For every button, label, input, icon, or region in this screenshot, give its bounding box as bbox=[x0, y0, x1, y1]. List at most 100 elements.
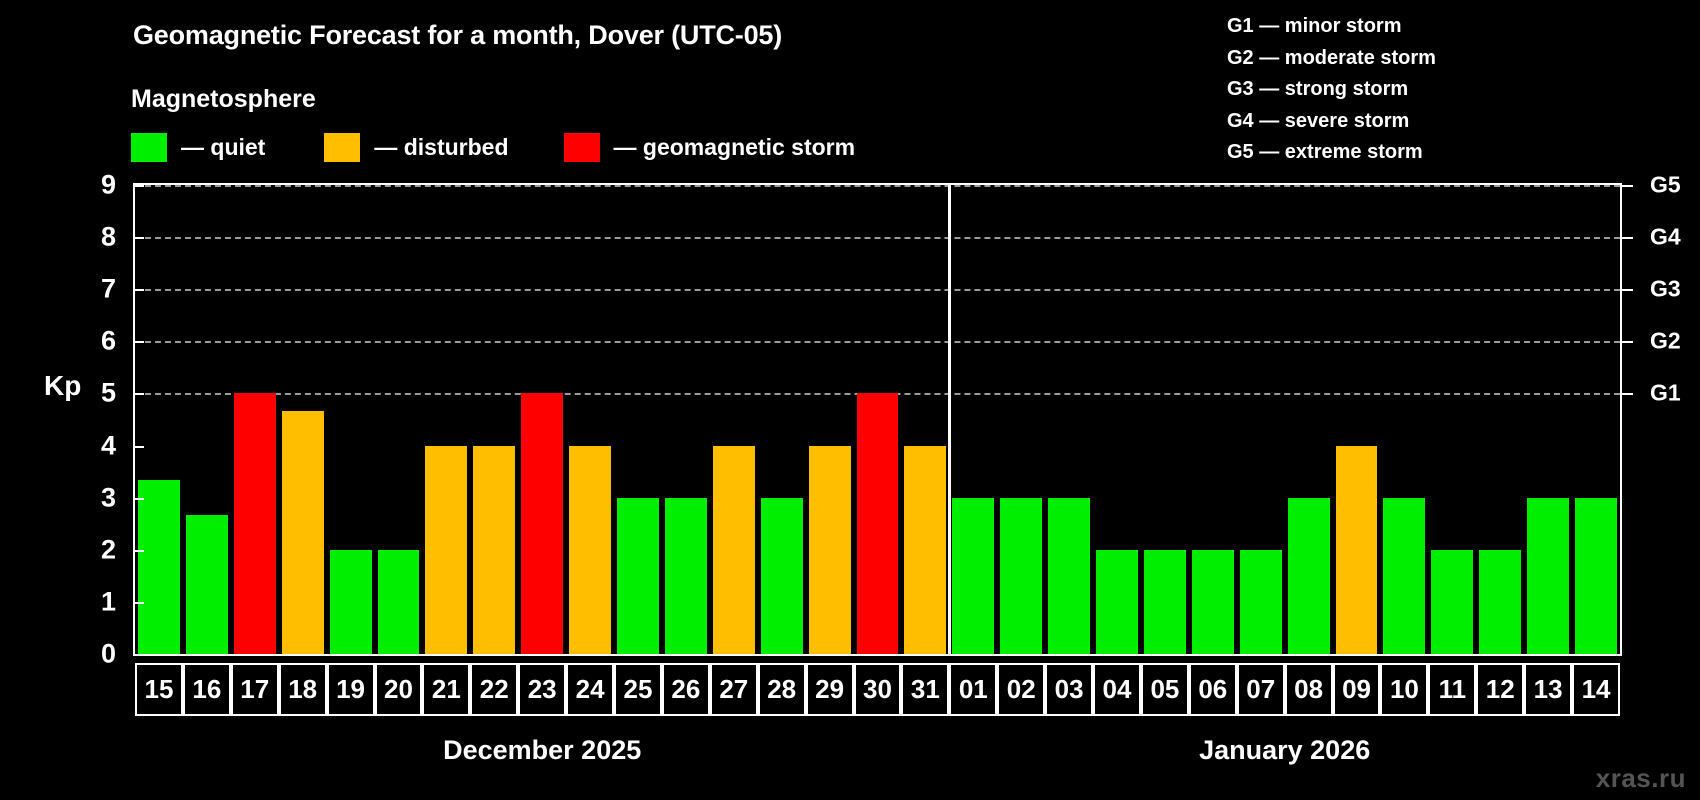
date-cell-22[interactable]: 22 bbox=[470, 663, 519, 716]
y-tick-label-8: 8 bbox=[100, 221, 116, 252]
date-cell-30[interactable]: 30 bbox=[853, 663, 902, 716]
bar-25 bbox=[617, 497, 659, 654]
bar-07 bbox=[1239, 549, 1282, 654]
y-tick-mark-2 bbox=[133, 549, 144, 552]
date-cell-10[interactable]: 10 bbox=[1380, 663, 1429, 716]
page-title: Geomagnetic Forecast for a month, Dover … bbox=[133, 20, 783, 50]
month-caption-1: December 2025 bbox=[443, 735, 642, 765]
red-swatch bbox=[563, 133, 600, 162]
date-cell-29[interactable]: 29 bbox=[805, 663, 854, 716]
y-tick-label-4: 4 bbox=[100, 430, 116, 461]
bar-01 bbox=[952, 497, 995, 654]
date-cell-21[interactable]: 21 bbox=[422, 663, 471, 716]
g-tick-label-G5: G5 bbox=[1650, 171, 1681, 198]
y-tick-mark-8 bbox=[133, 237, 144, 240]
gridline-kp-8 bbox=[135, 237, 1620, 240]
g-axis-tick-labels: G1 G2 G3 G4 G5 bbox=[1650, 173, 1700, 656]
bar-21 bbox=[425, 445, 468, 654]
y-tick-label-3: 3 bbox=[100, 482, 116, 513]
legend-label: — disturbed bbox=[374, 134, 509, 160]
legend-entry-quiet: — quiet bbox=[131, 133, 265, 162]
gridline-kp-7 bbox=[135, 289, 1620, 292]
g-tick-mark-G3 bbox=[1622, 289, 1633, 292]
bars-layer bbox=[135, 185, 1620, 654]
g-scale-line-3: G3 — strong storm bbox=[1227, 78, 1409, 100]
y-tick-label-2: 2 bbox=[100, 534, 116, 565]
bar-08 bbox=[1287, 497, 1330, 654]
date-cell-19[interactable]: 19 bbox=[326, 663, 375, 716]
date-cell-18[interactable]: 18 bbox=[278, 663, 327, 716]
date-cell-14[interactable]: 14 bbox=[1572, 663, 1620, 716]
y-tick-mark-5 bbox=[133, 393, 144, 396]
date-cell-04[interactable]: 04 bbox=[1093, 663, 1141, 716]
color-legend: — quiet — disturbed — geomagnetic storm bbox=[131, 133, 855, 162]
date-cell-07[interactable]: 07 bbox=[1236, 663, 1285, 716]
magnetosphere-label: Magnetosphere bbox=[131, 85, 316, 113]
bar-28 bbox=[760, 497, 803, 654]
gridline-kp-9 bbox=[135, 185, 1620, 187]
orange-swatch bbox=[324, 133, 361, 162]
date-cell-11[interactable]: 11 bbox=[1428, 663, 1477, 716]
y-tick-mark-9 bbox=[133, 185, 144, 187]
y-tick-mark-4 bbox=[133, 445, 144, 448]
bar-09 bbox=[1335, 445, 1378, 654]
date-cell-03[interactable]: 03 bbox=[1045, 663, 1094, 716]
gridline-kp-6 bbox=[135, 341, 1620, 344]
g-tick-mark-G1 bbox=[1622, 393, 1633, 396]
g-scale-legend: G1 — minor storm G2 — moderate storm G3 — … bbox=[1227, 11, 1436, 169]
date-cell-25[interactable]: 25 bbox=[614, 663, 662, 716]
bar-05 bbox=[1143, 549, 1186, 654]
bar-13 bbox=[1527, 497, 1570, 654]
bar-19 bbox=[329, 549, 372, 654]
g-tick-mark-G4 bbox=[1622, 237, 1633, 240]
date-cell-06[interactable]: 06 bbox=[1188, 663, 1237, 716]
date-cell-31[interactable]: 31 bbox=[901, 663, 950, 716]
date-cell-20[interactable]: 20 bbox=[374, 663, 423, 716]
month-divider bbox=[947, 185, 951, 654]
bar-18 bbox=[281, 410, 324, 654]
bar-30 bbox=[856, 393, 899, 654]
bar-17 bbox=[233, 393, 276, 654]
date-cell-23[interactable]: 23 bbox=[518, 663, 567, 716]
date-cell-08[interactable]: 08 bbox=[1284, 663, 1333, 716]
bar-23 bbox=[521, 393, 564, 654]
watermark: xras.ru bbox=[1595, 763, 1686, 793]
y-tick-label-7: 7 bbox=[100, 273, 116, 304]
y-axis-tick-labels: 0 1 2 3 4 5 6 7 8 9 bbox=[56, 171, 116, 667]
bar-31 bbox=[904, 445, 947, 654]
date-cell-02[interactable]: 02 bbox=[997, 663, 1046, 716]
g-scale-line-1: G1 — minor storm bbox=[1227, 15, 1402, 37]
y-tick-label-6: 6 bbox=[100, 325, 116, 356]
date-cell-24[interactable]: 24 bbox=[566, 663, 615, 716]
g-tick-label-G4: G4 bbox=[1650, 223, 1681, 250]
y-tick-mark-3 bbox=[133, 497, 144, 500]
date-cell-01[interactable]: 01 bbox=[949, 663, 998, 716]
date-cell-17[interactable]: 17 bbox=[230, 663, 279, 716]
bar-03 bbox=[1048, 497, 1091, 654]
y-tick-mark-6 bbox=[133, 341, 144, 344]
bar-20 bbox=[377, 549, 420, 654]
date-cell-05[interactable]: 05 bbox=[1140, 663, 1189, 716]
plot-area bbox=[133, 183, 1622, 656]
date-cell-12[interactable]: 12 bbox=[1476, 663, 1525, 716]
date-cell-28[interactable]: 28 bbox=[757, 663, 806, 716]
y-tick-label-9: 9 bbox=[100, 169, 116, 200]
date-cell-16[interactable]: 16 bbox=[182, 663, 231, 716]
date-axis: 15 16 17 18 19 20 21 22 23 24 25 26 27 28 29 30 31 01 02 03… bbox=[133, 663, 1622, 716]
y-tick-mark-1 bbox=[133, 601, 144, 604]
legend-entry-disturbed: — disturbed bbox=[324, 133, 509, 162]
bar-14 bbox=[1575, 497, 1617, 654]
green-swatch bbox=[131, 133, 167, 162]
bar-22 bbox=[473, 445, 516, 654]
date-cell-09[interactable]: 09 bbox=[1332, 663, 1381, 716]
date-cell-27[interactable]: 27 bbox=[709, 663, 758, 716]
legend-label: — quiet bbox=[181, 134, 266, 160]
date-cell-13[interactable]: 13 bbox=[1524, 663, 1573, 716]
g-scale-line-4: G4 — severe storm bbox=[1227, 109, 1410, 132]
legend-entry-geomagneticstorm: — geomagnetic storm bbox=[563, 133, 855, 162]
bar-04 bbox=[1096, 549, 1138, 654]
bar-10 bbox=[1383, 497, 1426, 654]
bar-29 bbox=[808, 445, 851, 654]
date-cell-26[interactable]: 26 bbox=[661, 663, 710, 716]
date-cell-15[interactable]: 15 bbox=[135, 663, 183, 716]
